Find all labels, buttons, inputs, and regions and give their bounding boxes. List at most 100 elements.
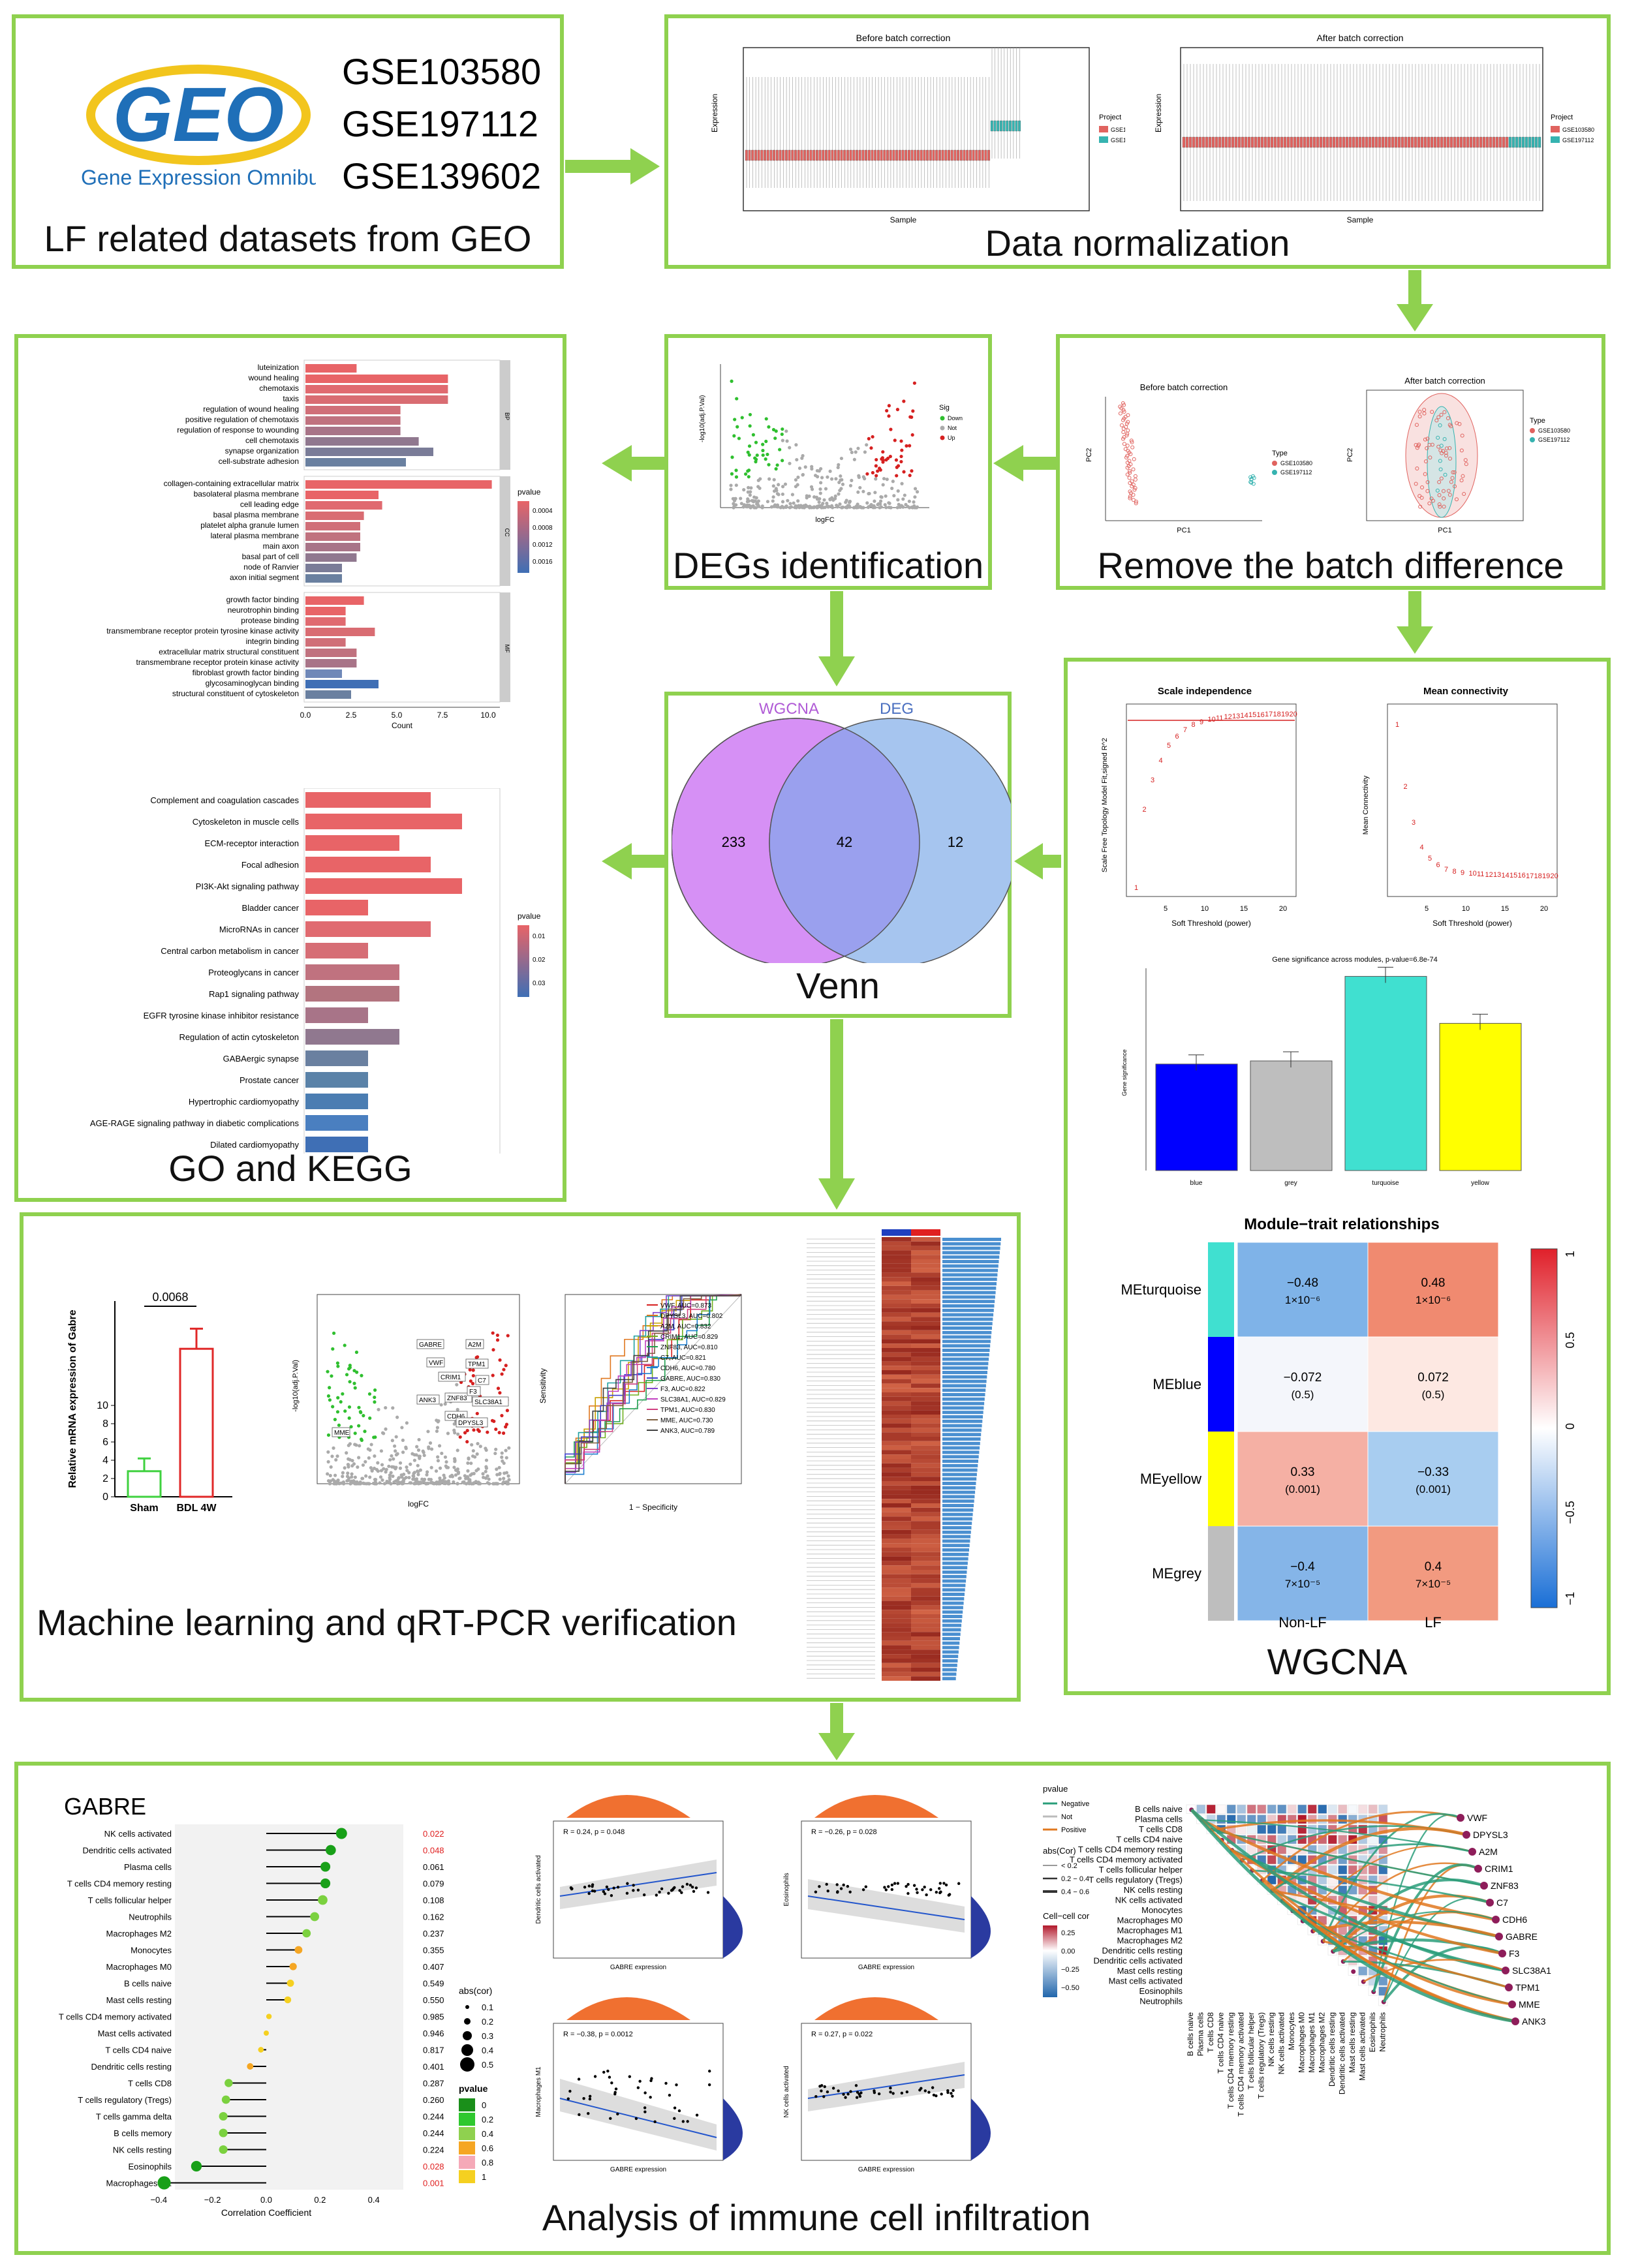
pca-point (1416, 444, 1421, 448)
volcano-point (358, 1444, 362, 1448)
pca-point (1251, 482, 1256, 486)
volcano-point (887, 414, 891, 418)
volcano-point (812, 495, 816, 499)
scatter-xlabel: GABRE expression (858, 1964, 914, 1971)
ml-heat-cell (911, 1392, 940, 1397)
volcano-point (353, 1386, 357, 1390)
ml-heat-cell (882, 1405, 911, 1411)
volcano-point (391, 1474, 395, 1479)
after-box (1263, 136, 1267, 148)
scatter-point (568, 2089, 572, 2093)
lollipop-dot (320, 1862, 331, 1872)
after-box (1182, 136, 1186, 148)
pca-point (1459, 478, 1464, 483)
ml-heat-cell (882, 1299, 911, 1304)
scatter-point (612, 1886, 615, 1890)
ml-heat-cell (882, 1512, 911, 1517)
before-box (907, 149, 910, 161)
net-col-label: Dendritic cells resting (1327, 2012, 1337, 2087)
scatter-point (931, 2086, 935, 2089)
scatter-point (836, 1890, 839, 1893)
sft-point: 2 (1143, 806, 1147, 814)
pca-point (1447, 456, 1452, 461)
volcano-point (780, 504, 784, 508)
volcano-point (848, 483, 853, 487)
go-term-label: axon initial segment (230, 573, 300, 582)
before-box (892, 149, 895, 161)
pca-after: After batch correction PC2 PC1 Type GSE1… (1346, 376, 1570, 534)
ml-panel: 0 2 4 6 8 10 Relative mRNA expression of Gabre… (20, 1212, 1021, 1702)
volcano-point (774, 429, 778, 433)
lollipop-dot (221, 2095, 230, 2104)
after-box (1192, 136, 1196, 148)
roc-legend-item: F3, AUC=0.822 (660, 1386, 705, 1393)
mt-cell-p: 7×10⁻⁵ (1285, 1578, 1320, 1590)
before-legend-2: GSE197112 (1111, 137, 1125, 144)
scatter-stat: R = 0.27, p = 0.022 (811, 2030, 873, 2038)
volcano-point (795, 457, 799, 462)
ml-heat-cell (882, 1396, 911, 1402)
volcano-point (456, 1471, 460, 1475)
after-box (1342, 136, 1346, 148)
after-box (1430, 136, 1434, 148)
volcano-point (746, 490, 750, 494)
kegg-term-label: Prostate cancer (240, 1075, 300, 1085)
gs-title: Gene significance across modules, p-valu… (1272, 956, 1437, 964)
pca-point (1121, 430, 1126, 435)
after-box (1322, 136, 1326, 148)
ml-heat-cell (882, 1623, 911, 1628)
net-col-label: Mast cells resting (1348, 2012, 1357, 2073)
volcano-point (879, 495, 883, 499)
scatter-point (578, 2113, 581, 2117)
ml-heat-cell (882, 1454, 911, 1459)
before-box (751, 149, 754, 161)
pca-point (1121, 418, 1125, 422)
after-legend-2: GSE197112 (1562, 137, 1594, 144)
volcano-point (347, 1416, 351, 1420)
venn-left-label: WGCNA (759, 700, 819, 718)
before-box (966, 149, 969, 161)
ml-heat-cell (911, 1401, 940, 1406)
scatter-point (846, 2092, 850, 2096)
venn-left-count: 233 (722, 834, 746, 850)
lollipop-cell-label: Plasma cells (124, 1862, 172, 1872)
volcano-point (729, 487, 733, 491)
volcano-point (395, 1415, 399, 1419)
kegg-term-label: Hypertrophic cardiomyopathy (189, 1097, 300, 1107)
pca-point (1415, 467, 1419, 471)
volcano-point (818, 487, 822, 491)
volcano-point (856, 490, 860, 494)
net-row-label: Macrophages M0 (1117, 1916, 1183, 1925)
pca-panel: Before batch correction PC2 PC1 Type GSE… (1056, 334, 1605, 590)
volcano-point (905, 444, 908, 448)
go-bar (305, 553, 357, 562)
volcano-point (458, 1435, 462, 1439)
volcano-point (452, 1465, 456, 1469)
ml-heat-cell (882, 1525, 911, 1530)
volcano-point (866, 505, 870, 510)
net-gene-node (1457, 1814, 1464, 1822)
kegg-bar (305, 1072, 368, 1088)
arrow-norm-to-pca (1397, 270, 1433, 331)
pca-point (1125, 431, 1130, 436)
after-box (1423, 136, 1427, 148)
lollipop-tick: −0.2 (204, 2195, 221, 2205)
pca-point (1449, 480, 1453, 484)
go-kegg-panel: BP luteinization wound healing chemotaxis ta… (14, 334, 566, 1202)
roc-legend-item: TPM1, AUC=0.830 (660, 1407, 715, 1414)
ml-heat-cell (911, 1485, 940, 1490)
lollipop-cell-label: T cells CD8 (128, 2079, 172, 2089)
after-box (1505, 136, 1509, 148)
lollipop-pvalue: 0.985 (423, 2012, 444, 2022)
mt-cell-cor: 0.4 (1425, 1560, 1442, 1574)
volcano-point (893, 438, 897, 442)
pca-point (1128, 495, 1132, 498)
after-box (1309, 136, 1313, 148)
volcano-point (369, 1443, 373, 1447)
net-cell (1267, 1855, 1277, 1865)
net-cell (1307, 1815, 1317, 1824)
volcano-point (438, 1466, 442, 1470)
before-box (929, 149, 932, 161)
volcano-point (435, 1426, 440, 1430)
